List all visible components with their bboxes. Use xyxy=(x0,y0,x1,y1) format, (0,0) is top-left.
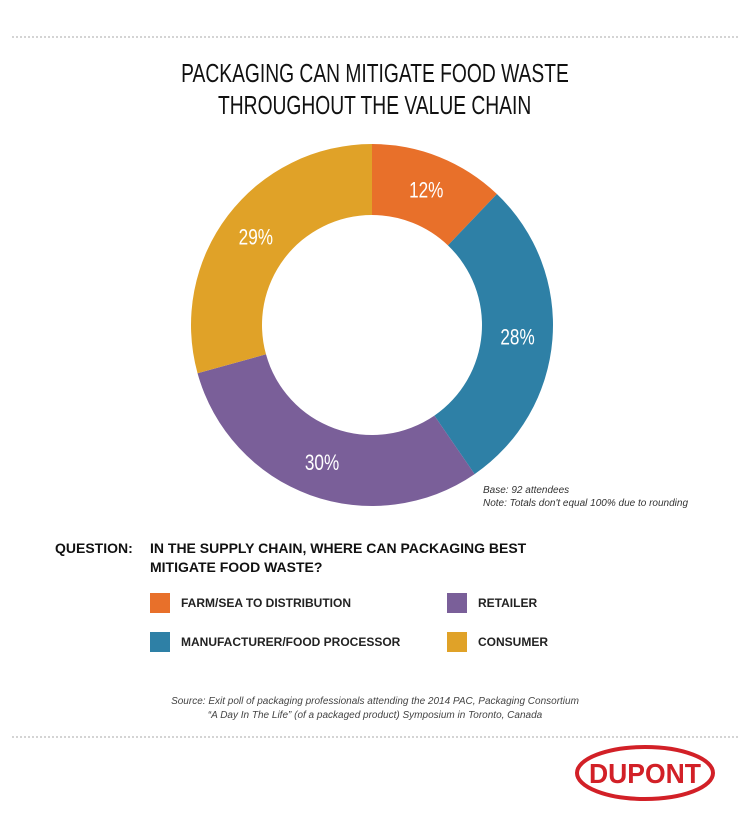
source: “A Day In The Life” (of a packaged produ… xyxy=(207,710,543,721)
legend-label: MANUFACTURER/FOOD PROCESSOR xyxy=(181,635,401,649)
question-line: IN THE SUPPLY CHAIN, WHERE CAN PACKAGING… xyxy=(150,540,527,556)
value-label: 30% xyxy=(305,451,339,476)
value-label: 12% xyxy=(409,179,443,204)
donut-slice xyxy=(372,144,497,246)
note: Note: Totals don't equal 100% due to rou… xyxy=(483,498,689,509)
donut-slice xyxy=(190,144,372,374)
logo-oval xyxy=(575,745,715,801)
logo: DUPONT xyxy=(589,758,701,789)
legend-swatch xyxy=(447,593,467,613)
legend-swatch xyxy=(150,632,170,652)
value-label: 28% xyxy=(500,326,534,351)
value-label: 29% xyxy=(239,226,273,251)
legend-swatch xyxy=(150,593,170,613)
title-line: PACKAGING CAN MITIGATE FOOD WASTE xyxy=(181,58,569,88)
legend-swatch xyxy=(447,632,467,652)
donut-slice xyxy=(197,354,475,506)
title-line: THROUGHOUT THE VALUE CHAIN xyxy=(218,90,532,120)
legend-label: CONSUMER xyxy=(478,635,549,649)
source: Source: Exit poll of packaging professio… xyxy=(171,696,579,707)
donut-slice xyxy=(434,194,553,475)
question-line: MITIGATE FOOD WASTE? xyxy=(150,559,323,575)
legend-label: RETAILER xyxy=(478,596,538,610)
note: Base: 92 attendees xyxy=(483,485,570,496)
question-label: QUESTION: xyxy=(55,540,133,556)
legend-label: FARM/SEA TO DISTRIBUTION xyxy=(181,596,352,610)
